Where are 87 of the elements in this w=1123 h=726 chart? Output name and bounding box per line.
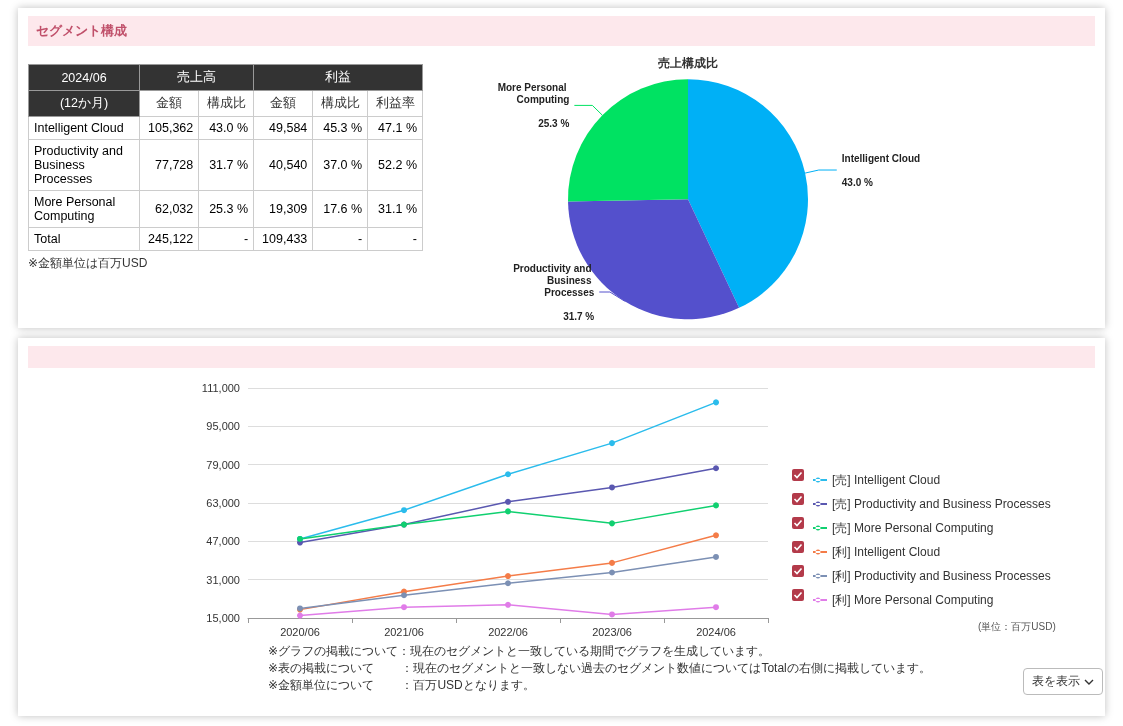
legend-label: 金額 xyxy=(253,90,313,117)
point xyxy=(713,502,719,509)
category-label: Total xyxy=(28,227,140,251)
data-label: 37.0 % xyxy=(312,139,368,191)
legend-label: 構成比 xyxy=(312,90,368,117)
data-label: 17.6 % xyxy=(312,190,368,228)
point xyxy=(713,465,719,472)
text: 表を表示 xyxy=(1032,673,1080,690)
legend-label: [利] More Personal Computing xyxy=(832,593,994,607)
data-label: - xyxy=(367,227,423,251)
y-tick-label: 47,000 xyxy=(206,535,240,548)
y-tick-label: 111,000 xyxy=(201,382,240,394)
point xyxy=(505,508,511,515)
slice-label: More Personal Computing xyxy=(497,81,570,105)
data-label: 31.7 % xyxy=(563,310,595,322)
data-label: 31.1 % xyxy=(367,190,423,228)
data-label: 77,728 xyxy=(139,139,199,191)
text: (12か月) xyxy=(28,90,140,117)
point xyxy=(505,580,511,587)
legend-label: [売] Intelligent Cloud xyxy=(832,473,941,487)
legend-label: [利] Intelligent Cloud xyxy=(832,545,941,559)
chart-title: 売上構成比 xyxy=(658,56,718,70)
text: ※金額単位は百万USD xyxy=(28,255,149,272)
point xyxy=(401,604,407,611)
data-label: 40,540 xyxy=(253,139,313,191)
point xyxy=(713,553,719,560)
point xyxy=(713,532,719,539)
point xyxy=(609,484,615,491)
point xyxy=(297,612,303,619)
x-tick-label: 2023/06 xyxy=(592,625,632,638)
point xyxy=(505,471,511,478)
data-label: 109,433 xyxy=(253,227,313,251)
text: セグメント構成 xyxy=(28,16,1095,46)
category-label: Intelligent Cloud xyxy=(28,116,140,140)
data-label: 19,309 xyxy=(253,190,313,228)
y-tick-label: 63,000 xyxy=(206,497,240,509)
point xyxy=(713,604,719,611)
data-label: 25.3 % xyxy=(198,190,254,228)
slice-label: Productivity and Business Processes xyxy=(513,262,595,298)
series-label: 金額 xyxy=(139,90,199,117)
point xyxy=(609,440,615,447)
data-label: 62,032 xyxy=(139,190,199,228)
x-tick-label: 2024/06 xyxy=(696,625,736,638)
text: 利益 xyxy=(253,64,423,91)
legend-label: 構成比 xyxy=(198,90,254,117)
legend-label: [売] Productivity and Business Processes xyxy=(832,497,1051,511)
point xyxy=(505,601,511,608)
point xyxy=(505,573,511,580)
point xyxy=(609,559,615,566)
data-label: 47.1 % xyxy=(367,116,423,140)
text: ※金額単位について ：百万USDとなります。 xyxy=(268,677,536,694)
data-label: - xyxy=(198,227,254,251)
data-label: 31.7 % xyxy=(198,139,254,191)
data-label: 43.0 % xyxy=(198,116,254,140)
data-label: 105,362 xyxy=(139,116,199,140)
legend-label: [利] Productivity and Business Processes xyxy=(832,569,1051,583)
data-label: 52.2 % xyxy=(367,139,423,191)
y-tick-label: 15,000 xyxy=(206,612,240,624)
text: 2024/06 xyxy=(28,64,140,91)
point xyxy=(401,507,407,514)
category-label: Productivity and Business Processes xyxy=(28,139,140,191)
x-tick-label: 2021/06 xyxy=(384,625,424,638)
x-tick-label: 2022/06 xyxy=(488,625,528,638)
y-tick-label: 31,000 xyxy=(206,573,240,586)
data-label: 245,122 xyxy=(139,227,199,251)
point xyxy=(609,569,615,576)
point xyxy=(609,520,615,527)
data-label: 45.3 % xyxy=(312,116,368,140)
legend-label: [売] More Personal Computing xyxy=(832,521,994,535)
text: ※表の掲載について ：現在のセグメントと一致しない過去のセグメント数値についてはTotalの右側に掲載しています。 xyxy=(268,660,931,677)
category-label: More Personal Computing xyxy=(28,190,140,228)
text: (単位：百万USD) xyxy=(978,620,1056,634)
text: 売上高 xyxy=(139,64,254,91)
y-tick-label: 95,000 xyxy=(206,420,240,433)
point xyxy=(401,592,407,599)
data-label: 25.3 % xyxy=(538,117,570,129)
slice-label: Intelligent Cloud xyxy=(841,152,921,164)
data-label: - xyxy=(312,227,368,251)
data-label: 49,584 xyxy=(253,116,313,140)
point xyxy=(609,611,615,618)
legend-label: 利益率 xyxy=(367,90,423,117)
data-label: 43.0 % xyxy=(841,176,874,188)
text: ※グラフの掲載について：現在のセグメントと一致している期間でグラフを生成しています。 xyxy=(268,643,772,660)
y-tick-label: 79,000 xyxy=(206,458,240,471)
x-tick-label: 2020/06 xyxy=(280,625,320,638)
point xyxy=(505,498,511,505)
point xyxy=(713,399,719,406)
